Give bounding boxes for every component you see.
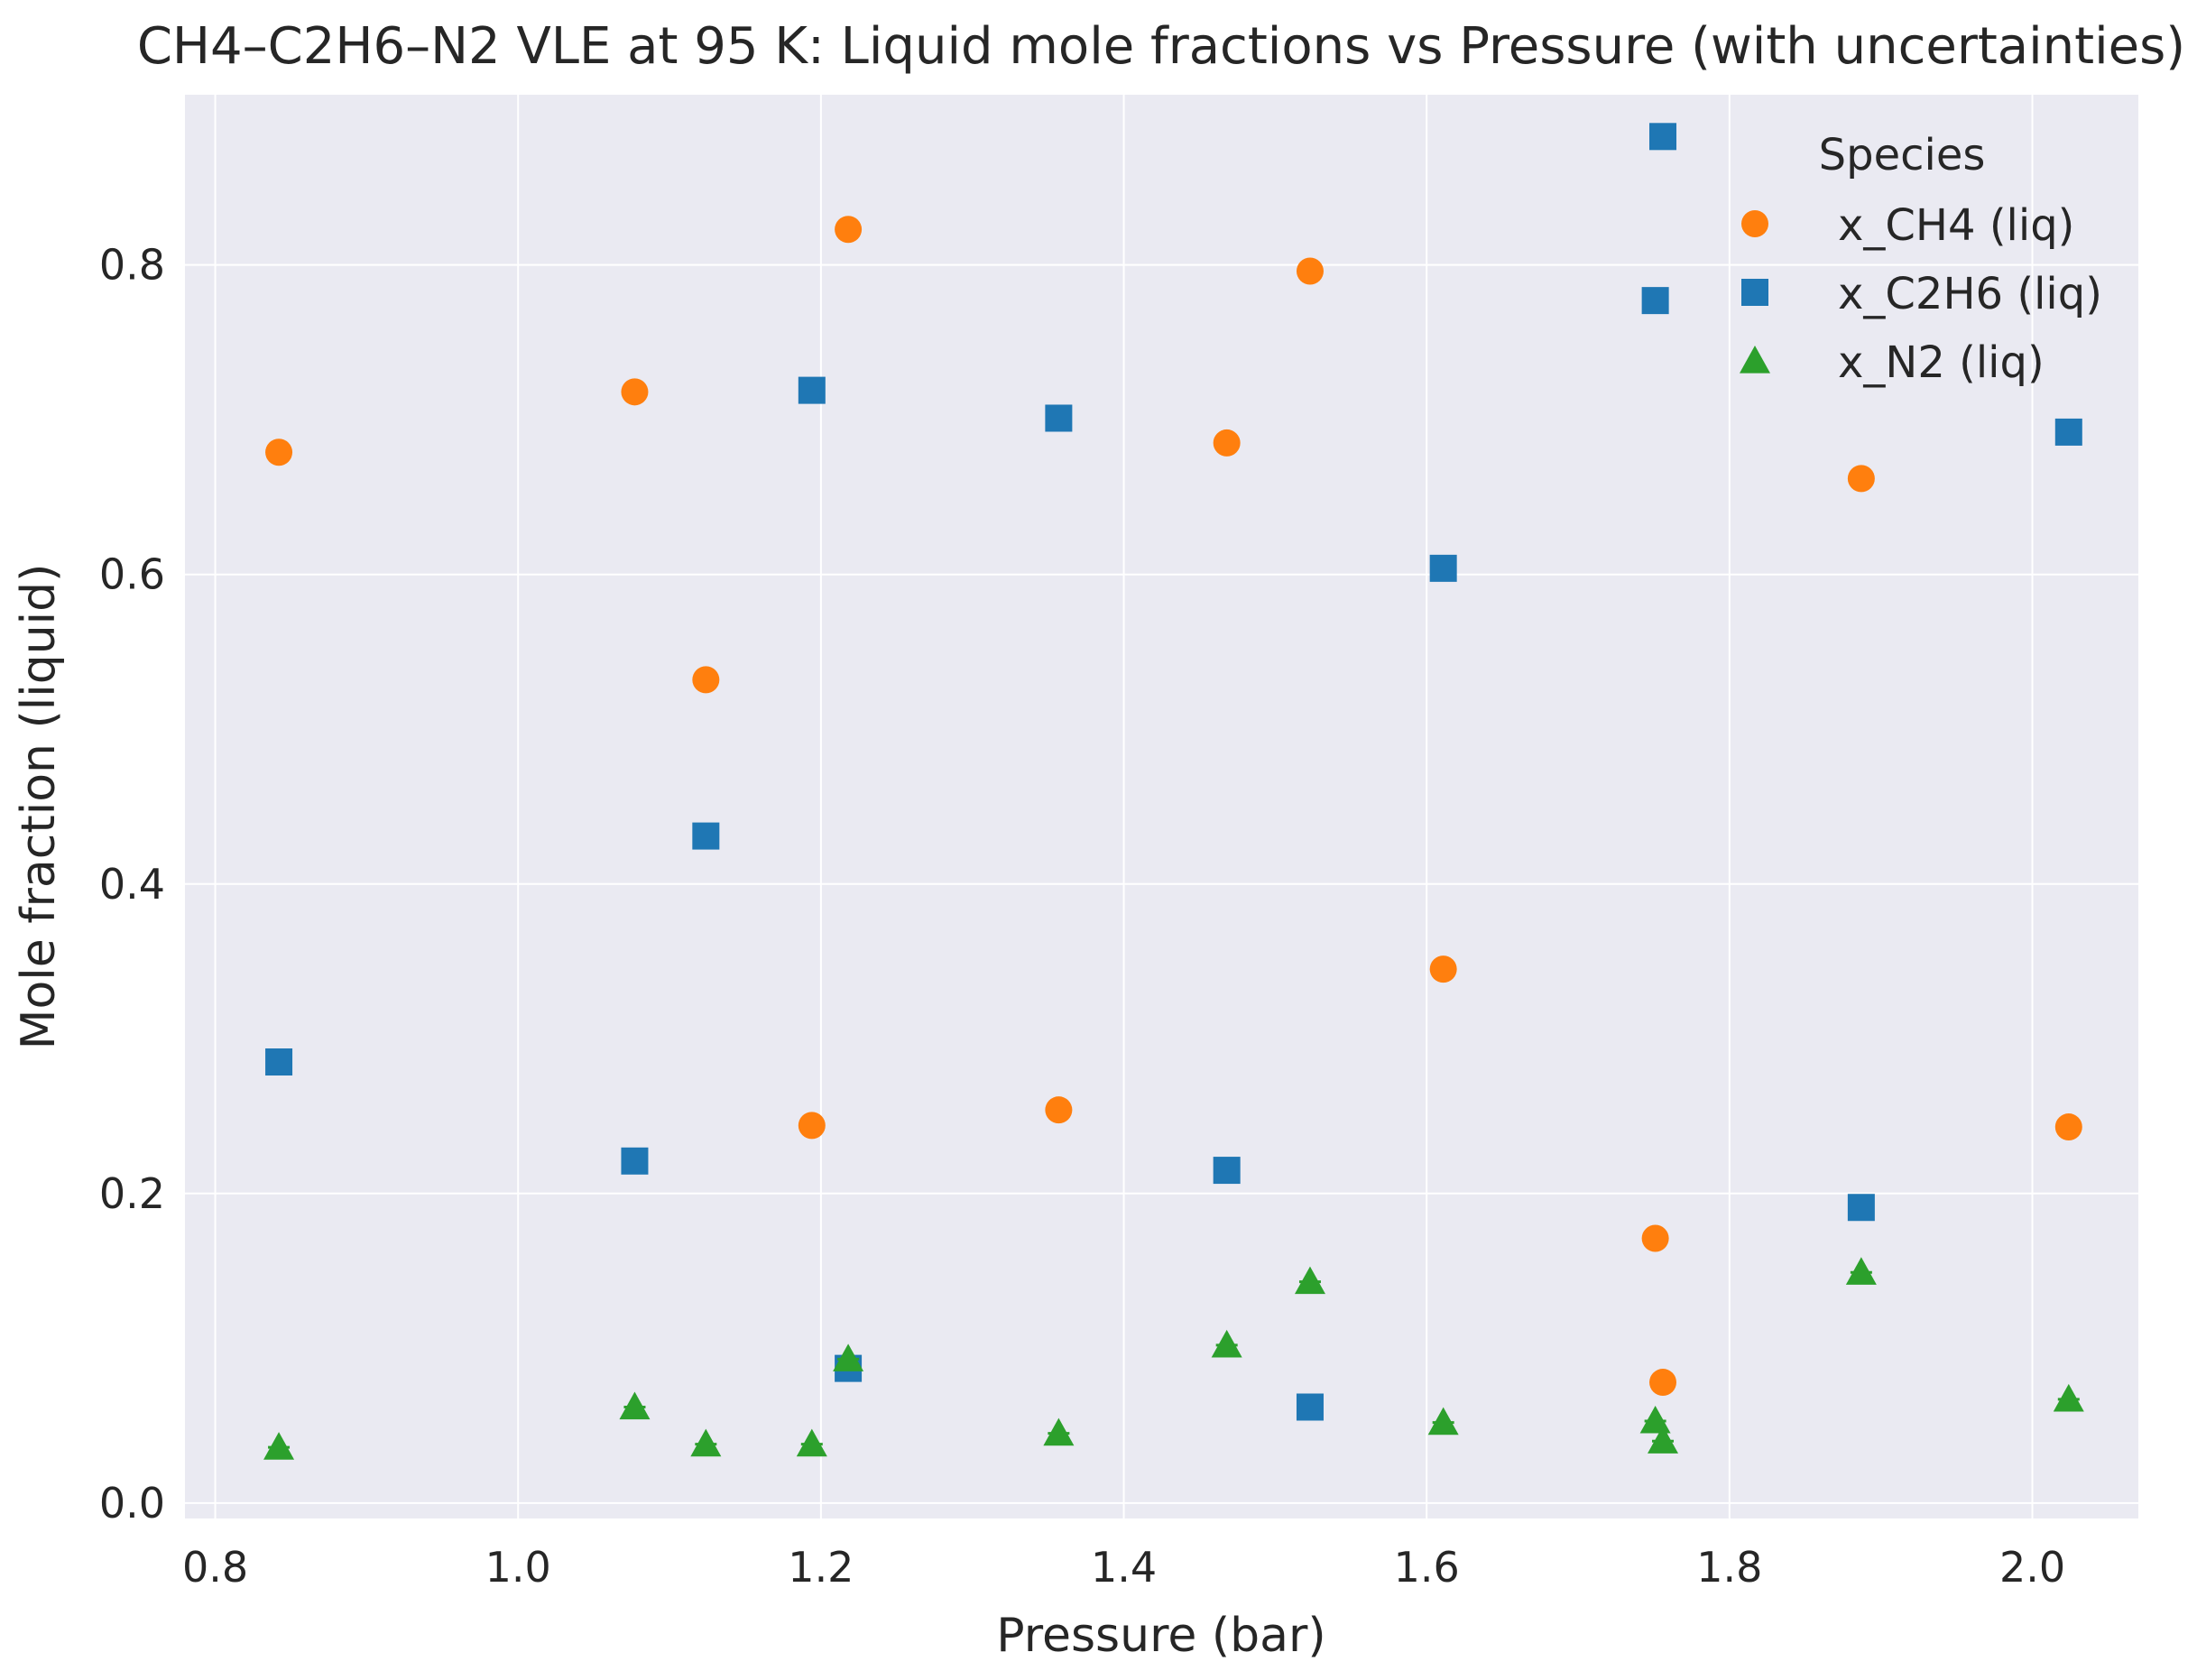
x-tick-label: 2.0	[1999, 1543, 2065, 1592]
legend-label: x_CH4 (liq)	[1838, 200, 2074, 251]
legend-items: x_CH4 (liq) x_C2H6 (liq) x_N2 (liq)	[1740, 200, 2102, 388]
data-point	[1045, 1096, 1073, 1124]
legend-marker	[1740, 346, 1770, 374]
grid-lines	[185, 95, 2138, 1518]
axis-ticks: 0.8 1.0 1.2 1.4 1.6 1.8 2.0 0.0 0.2 0.4 0.6 0.8	[99, 241, 2065, 1592]
legend-label: x_N2 (liq)	[1838, 337, 2045, 388]
data-point	[1648, 1426, 1679, 1454]
data-point	[1213, 429, 1241, 457]
data-point	[1043, 1417, 1075, 1446]
data-point	[796, 1428, 827, 1457]
data-point	[833, 1343, 864, 1371]
y-tick-label: 0.0	[99, 1479, 165, 1528]
y-tick-label: 0.4	[99, 860, 165, 909]
series-3	[263, 1257, 2084, 1460]
data-point	[2054, 1113, 2082, 1141]
data-point	[2053, 1383, 2084, 1412]
chart-title: CH4–C2H6–N2 VLE at 95 K: Liquid mole fra…	[137, 17, 2185, 76]
x-tick-label: 0.8	[182, 1543, 248, 1592]
data-point	[1649, 123, 1677, 151]
data-point	[1847, 1194, 1875, 1222]
data-point	[263, 1432, 295, 1460]
data-point	[265, 1048, 293, 1076]
data-point	[1641, 1224, 1669, 1252]
x-tick-label: 1.4	[1091, 1543, 1157, 1592]
legend-marker	[1741, 210, 1768, 237]
data-point	[1427, 1407, 1459, 1435]
data-point	[1649, 1369, 1677, 1397]
legend-label: x_C2H6 (liq)	[1838, 269, 2102, 319]
data-point	[1045, 404, 1073, 432]
data-point	[619, 1391, 651, 1420]
data-point	[798, 1112, 826, 1140]
data-point	[835, 216, 863, 244]
data-point	[1429, 955, 1457, 983]
data-point	[1641, 287, 1669, 315]
data-point	[692, 822, 720, 850]
data-point	[1847, 465, 1875, 493]
y-tick-label: 0.2	[99, 1169, 165, 1218]
x-tick-label: 1.6	[1394, 1543, 1460, 1592]
x-tick-label: 1.8	[1696, 1543, 1762, 1592]
x-tick-label: 1.0	[485, 1543, 551, 1592]
series-1	[265, 216, 2082, 1397]
y-tick-label: 0.8	[99, 241, 165, 290]
data-markers	[263, 123, 2084, 1460]
data-point	[621, 378, 649, 406]
x-tick-label: 1.2	[788, 1543, 854, 1592]
data-point	[1211, 1329, 1242, 1358]
legend-title: Species	[1819, 130, 1986, 180]
data-point	[1213, 1157, 1241, 1185]
data-point	[1296, 257, 1324, 285]
data-point	[798, 376, 826, 404]
plot-area	[185, 95, 2138, 1518]
legend: Species x_CH4 (liq) x_C2H6 (liq) x_N2 (liq…	[1740, 130, 2102, 388]
y-axis-label: Mole fraction (liquid)	[12, 564, 66, 1050]
legend-marker	[1741, 279, 1768, 306]
x-axis-label: Pressure (bar)	[996, 1609, 1325, 1663]
data-point	[1294, 1266, 1325, 1295]
data-point	[1845, 1257, 1877, 1285]
data-point	[265, 438, 293, 466]
data-point	[2054, 418, 2082, 446]
data-point	[1296, 1393, 1324, 1421]
y-tick-label: 0.6	[99, 550, 165, 599]
data-point	[1429, 554, 1457, 582]
data-point	[692, 666, 720, 694]
data-point	[690, 1428, 722, 1457]
data-point	[621, 1147, 649, 1175]
